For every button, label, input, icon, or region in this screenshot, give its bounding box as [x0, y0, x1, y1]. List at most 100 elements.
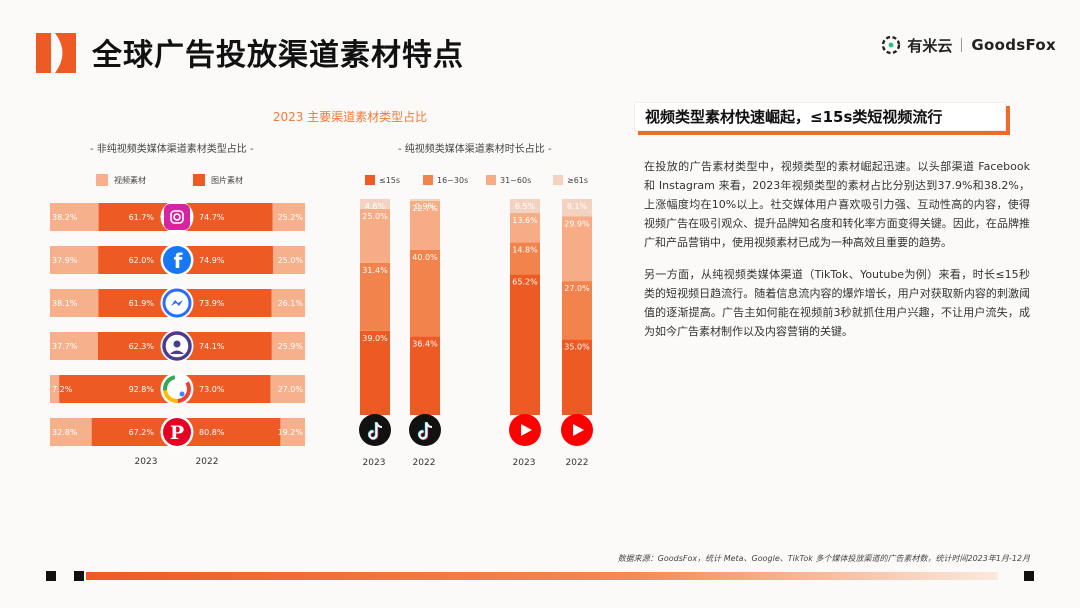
col-year-2: 2022	[412, 458, 436, 468]
messenger-icon	[160, 286, 194, 320]
legend-label-video: 视频素材	[114, 175, 146, 185]
column-label-ge61: 0.9%	[415, 202, 436, 211]
label-2022-video: 25.9%	[278, 342, 304, 351]
icon-lens	[173, 213, 181, 221]
icon-body	[170, 350, 184, 354]
footer-square	[74, 571, 84, 581]
col-year-4: 2022	[565, 458, 589, 468]
column-label-le15: 35.0%	[564, 342, 590, 351]
column-label-31-60: 25.0%	[362, 212, 388, 221]
label-2022-image: 80.8%	[199, 428, 225, 437]
footer-gradient-bar	[86, 572, 998, 580]
column-segment-ge61	[410, 199, 440, 201]
column-label-31-60: 22.7%	[412, 204, 438, 213]
label-2023-image: 62.0%	[129, 256, 155, 265]
label-2023-image: 92.8%	[129, 385, 155, 394]
legend-label-31-60: 31~60s	[500, 175, 532, 185]
column-segment-le15	[410, 336, 440, 415]
brand-name-cn: 有米云	[907, 36, 953, 55]
icon-arc-yellow	[163, 375, 191, 403]
col-year-1: 2023	[362, 458, 386, 468]
label-2023-video: 37.7%	[52, 342, 78, 351]
legend-label-le15: ≤15s	[379, 175, 401, 185]
column-label-16-30: 40.0%	[412, 253, 438, 262]
column-label-16-30: 27.0%	[564, 284, 590, 293]
legend-swatch-video	[96, 174, 108, 186]
legend-label-ge61: ≥61s	[567, 175, 589, 185]
left-year-2023: 2023	[134, 457, 158, 467]
column-segment-le15	[562, 339, 592, 415]
bar-2022-video	[272, 246, 305, 274]
legend-ge61: ≥61s	[553, 175, 588, 185]
youtube-icon	[561, 414, 593, 446]
column-label-31-60: 29.9%	[564, 219, 590, 228]
bar-2022-image	[177, 418, 281, 446]
legend-31-60: 31~60s	[486, 175, 531, 185]
column-label-ge61: 4.6%	[365, 202, 386, 211]
tiktok-icon	[409, 414, 441, 446]
label-2023-image: 61.7%	[129, 213, 155, 222]
data-source-note: 数据来源：GoodsFox，统计 Meta、Google、TikTok 多个媒体…	[617, 554, 1030, 563]
icon-head	[173, 340, 181, 348]
column-segment-16-30	[562, 281, 592, 340]
column-segment-31-60	[510, 213, 540, 243]
column-label-16-30: 31.4%	[362, 266, 388, 275]
youmi-logo-icon	[882, 35, 901, 55]
column-segment-16-30	[510, 242, 540, 275]
legend-swatch-image	[193, 174, 205, 186]
icon-body	[164, 204, 190, 230]
insight-paragraph-2: 另一方面，从纯视频类媒体渠道（TikTok、Youtube为例）来看，时长≤15…	[644, 268, 1030, 338]
footer-square	[46, 571, 56, 581]
icon-glyph: f	[174, 249, 183, 273]
label-2022-video: 19.2%	[278, 428, 304, 437]
icon-play	[521, 424, 532, 436]
column-label-16-30: 14.8%	[512, 245, 538, 254]
label-2022-video: 25.2%	[278, 213, 304, 222]
brand-divider	[961, 38, 963, 52]
label-2023-video: 7.2%	[52, 385, 73, 394]
legend-16-30: 16~30s	[423, 175, 468, 185]
tiktok-icon	[359, 414, 391, 446]
left-chart-subtitle: - 非纯视频类媒体渠道素材类型占比 -	[90, 144, 254, 155]
legend-swatch-16-30	[423, 175, 433, 185]
bar-2022-video	[270, 375, 305, 403]
icon-ring	[162, 288, 192, 318]
bar-2022-video	[271, 289, 305, 317]
footer-square	[1024, 571, 1034, 581]
bar-2023-video	[50, 418, 92, 446]
legend-le15: ≤15s	[365, 175, 400, 185]
column-label-le15: 65.2%	[512, 277, 538, 286]
icon-body	[163, 246, 191, 274]
column-segment-16-30	[360, 262, 390, 331]
legend-video: 视频素材	[96, 174, 146, 186]
logo-mark-icon	[36, 33, 76, 73]
label-2022-image: 74.7%	[199, 213, 225, 222]
icon-dot	[179, 391, 185, 397]
youtube-icon	[509, 414, 541, 446]
column-segment-31-60	[360, 208, 390, 263]
insight-heading: 视频类型素材快速崛起，≤15s类短视频流行	[634, 102, 1006, 131]
chart-title: 2023 主要渠道素材类型占比	[272, 110, 428, 124]
icon-arc-red	[163, 375, 191, 403]
label-2022-image: 74.9%	[199, 256, 225, 265]
column-segment-le15	[510, 274, 540, 415]
icon-note-white	[418, 422, 433, 440]
audience-network-icon	[160, 329, 194, 363]
column-segment-ge61	[360, 199, 390, 209]
label-2022-video: 25.0%	[278, 256, 304, 265]
brand-logo: 有米云 GoodsFox	[881, 34, 1056, 56]
bar-2023-video	[50, 375, 60, 403]
label-2023-video: 37.9%	[52, 256, 78, 265]
google-icon	[160, 372, 194, 406]
legend-label-image: 图片素材	[211, 175, 243, 185]
column-label-31-60: 13.6%	[512, 216, 538, 225]
legend-swatch-le15	[365, 175, 375, 185]
pinterest-icon: P	[160, 415, 194, 449]
col-year-3: 2023	[512, 458, 536, 468]
column-segment-ge61	[510, 199, 540, 214]
icon-arc-green	[163, 375, 191, 403]
insight-paragraph-1: 在投放的广告素材类型中，视频类型的素材崛起迅速。以头部渠道 Facebook 和…	[644, 160, 1030, 249]
label-2022-video: 26.1%	[278, 299, 304, 308]
icon-body	[163, 418, 191, 446]
